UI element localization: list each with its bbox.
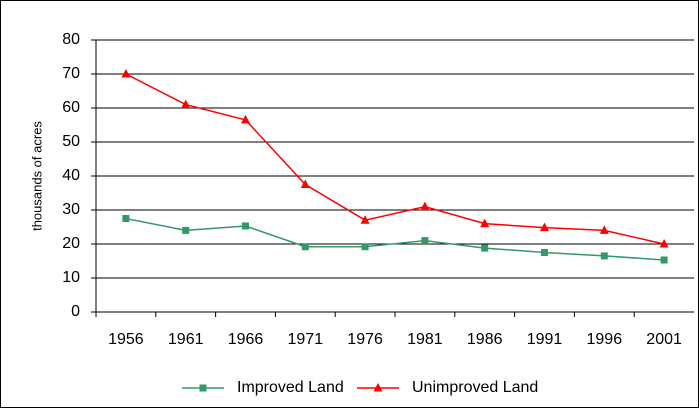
legend-label: Improved Land — [237, 379, 344, 396]
legend-marker — [199, 384, 207, 392]
point — [360, 215, 370, 224]
point — [659, 239, 669, 248]
y-tick-label: 40 — [62, 167, 80, 184]
legend-label: Unimproved Land — [412, 379, 538, 396]
point — [241, 114, 250, 124]
y-tick-label: 80 — [62, 31, 80, 48]
x-tick-label: 1956 — [108, 331, 144, 348]
y-tick-label: 20 — [62, 235, 80, 252]
point — [660, 256, 668, 264]
point — [242, 222, 249, 230]
series-line — [125, 73, 665, 245]
x-tick-label: 1981 — [407, 331, 443, 348]
point — [599, 225, 609, 234]
point — [361, 243, 369, 251]
x-tick-label: 1996 — [587, 331, 623, 348]
legend-marker — [373, 383, 383, 392]
x-tick-label: 1966 — [228, 331, 264, 348]
point — [481, 244, 489, 252]
y-axis-label: thousands of acres — [29, 121, 44, 231]
point — [181, 99, 191, 109]
point — [182, 226, 190, 234]
x-tick-label: 1991 — [527, 331, 563, 348]
series-line — [125, 217, 665, 261]
point — [540, 222, 549, 232]
x-tick-label: 1976 — [347, 331, 383, 348]
point — [421, 237, 429, 245]
y-tick-label: 0 — [71, 303, 80, 320]
point — [420, 201, 430, 211]
point — [300, 179, 310, 188]
x-tick-label: 1961 — [168, 331, 204, 348]
y-tick-label: 70 — [62, 65, 80, 82]
point — [122, 215, 130, 222]
point — [541, 249, 548, 256]
y-tick-label: 50 — [62, 133, 80, 150]
point — [301, 243, 309, 251]
x-tick-label: 1986 — [467, 331, 503, 348]
y-tick-label: 30 — [62, 201, 80, 218]
point — [600, 252, 608, 260]
y-tick-label: 60 — [62, 99, 80, 116]
x-tick-label: 1971 — [288, 331, 324, 348]
point — [480, 218, 490, 228]
y-tick-label: 10 — [62, 269, 80, 286]
point — [121, 69, 131, 78]
x-tick-label: 2001 — [646, 331, 682, 348]
